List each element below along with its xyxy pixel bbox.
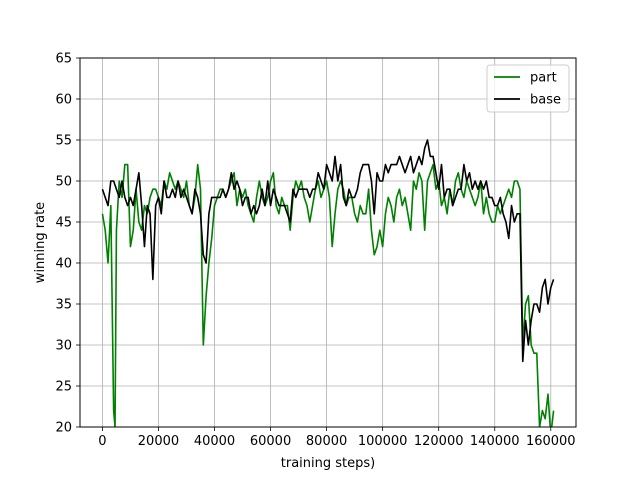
x-axis-label: training steps) <box>281 456 375 471</box>
x-tick-label: 20000 <box>138 434 179 449</box>
axis-ticks: 0 20000 40000 60000 80000 100000 120000 140000 1… <box>55 52 575 450</box>
y-tick-label: 45 <box>55 216 72 231</box>
y-tick-label: 40 <box>55 257 72 272</box>
legend-label-part: part <box>530 71 557 86</box>
y-tick-label: 20 <box>55 421 72 436</box>
series-line-base <box>101 139 555 363</box>
x-tick-label: 60000 <box>250 434 291 449</box>
x-tick-label: 80000 <box>306 434 347 449</box>
y-tick-label: 65 <box>55 52 72 67</box>
y-tick-label: 50 <box>55 175 72 190</box>
plot-frame <box>79 57 577 428</box>
x-tick-label: 160000 <box>526 434 576 449</box>
x-tick-label: 120000 <box>414 434 464 449</box>
x-tick-label: 140000 <box>470 434 520 449</box>
plot-area <box>101 139 555 427</box>
y-axis-label: winning rate <box>33 202 48 283</box>
x-tick-label: 100000 <box>358 434 408 449</box>
legend-label-base: base <box>530 93 561 108</box>
y-tick-label: 60 <box>55 93 72 108</box>
legend: part base <box>486 64 570 113</box>
y-tick-label: 25 <box>55 380 72 395</box>
y-tick-label: 35 <box>55 298 72 313</box>
y-tick-label: 30 <box>55 339 72 354</box>
x-tick-label: 40000 <box>194 434 235 449</box>
y-tick-label: 55 <box>55 134 72 149</box>
x-tick-label: 0 <box>98 434 106 449</box>
series-line-part <box>101 163 555 427</box>
